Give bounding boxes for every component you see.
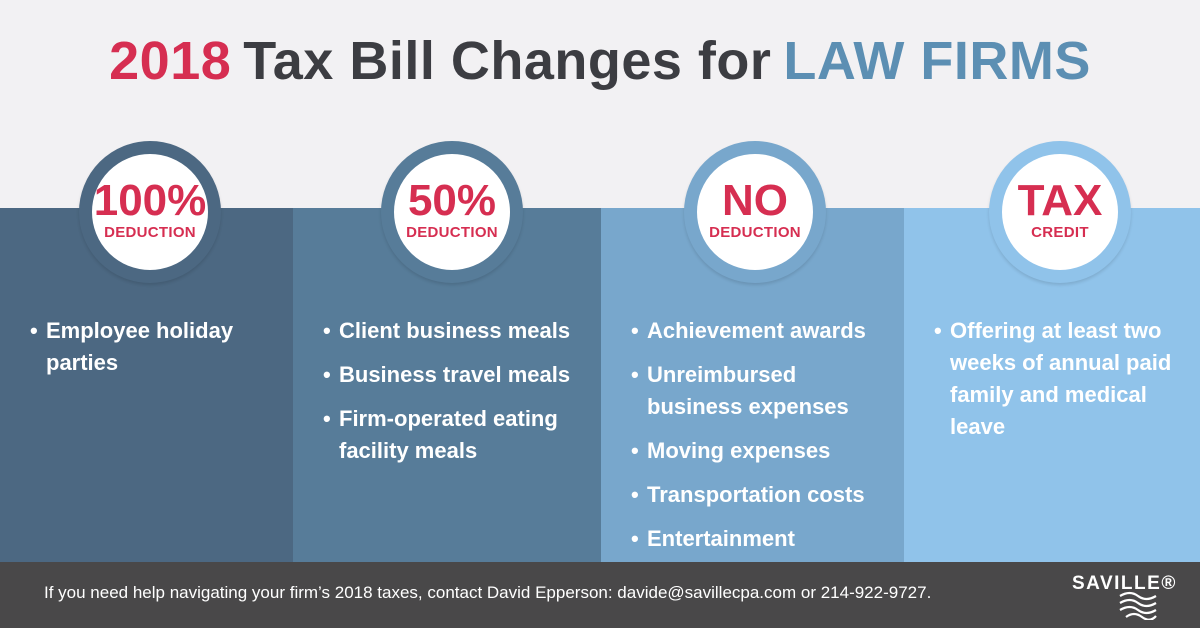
list-item: Firm-operated eating facility meals	[323, 403, 587, 467]
badge-no-deduction: NO DEDUCTION	[684, 141, 826, 283]
list-item: Offering at least two weeks of annual pa…	[934, 315, 1186, 443]
badge-value: NO	[722, 176, 788, 225]
title-middle: Tax Bill Changes for	[243, 31, 772, 91]
badge-value: TAX	[1017, 176, 1103, 225]
saville-logo: SAVILLE®	[1072, 573, 1177, 620]
page-title: 2018 Tax Bill Changes for LAW FIRMS	[0, 30, 1200, 92]
badge-label: DEDUCTION	[406, 224, 498, 241]
list-item: Unreimbursed business expenses	[631, 359, 890, 423]
column-items: Employee holiday parties	[30, 315, 279, 391]
column-items: Offering at least two weeks of annual pa…	[934, 315, 1186, 455]
badge-label: DEDUCTION	[104, 224, 196, 241]
list-item: Employee holiday parties	[30, 315, 279, 379]
badge-tax-credit: TAX CREDIT	[989, 141, 1131, 283]
list-item: Transportation costs	[631, 479, 890, 511]
title-year: 2018	[109, 31, 232, 91]
badge-label: DEDUCTION	[709, 224, 801, 241]
list-item: Client business meals	[323, 315, 587, 347]
column-items: Client business meals Business travel me…	[323, 315, 587, 479]
column-50-deduction: Client business meals Business travel me…	[293, 208, 601, 562]
list-item: Moving expenses	[631, 435, 890, 467]
badge-value: 100%	[93, 176, 207, 225]
footer: If you need help navigating your firm’s …	[0, 562, 1200, 628]
badge-value: 50%	[407, 176, 497, 225]
logo-text: SAVILLE®	[1072, 573, 1177, 594]
column-items: Achievement awards Unreimbursed business…	[631, 315, 890, 599]
title-emphasis: LAW FIRMS	[783, 31, 1091, 91]
badge-50-deduction: 50% DEDUCTION	[381, 141, 523, 283]
badge-100-deduction: 100% DEDUCTION	[79, 141, 221, 283]
footer-message: If you need help navigating your firm’s …	[44, 583, 932, 602]
list-item: Business travel meals	[323, 359, 587, 391]
badge-label: CREDIT	[1031, 224, 1089, 241]
wave-icon	[1119, 591, 1157, 620]
list-item: Achievement awards	[631, 315, 890, 347]
